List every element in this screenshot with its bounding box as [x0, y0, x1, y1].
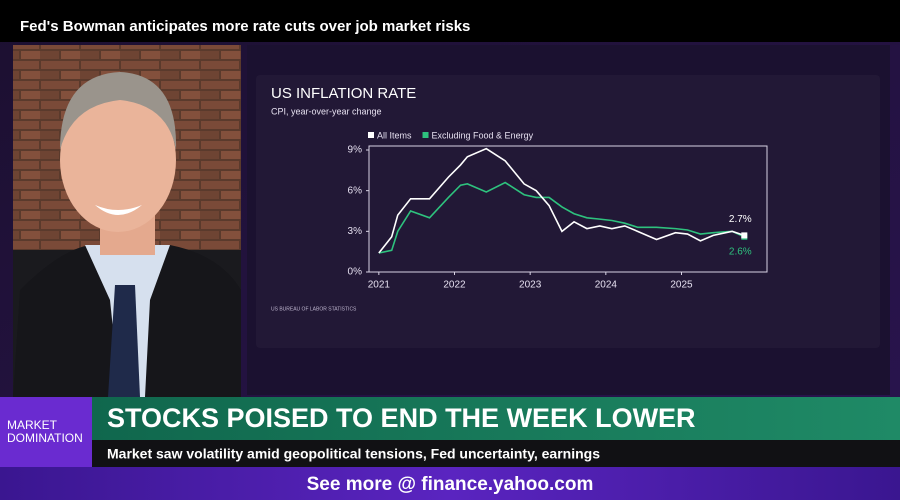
x-tick-label: 2023 — [519, 280, 542, 291]
y-tick-label: 9% — [348, 145, 363, 156]
video-feed — [13, 45, 241, 397]
end-label: 2.7% — [729, 214, 752, 225]
series-line — [378, 147, 745, 254]
top-bar — [0, 0, 900, 42]
footer-link: See more @ finance.yahoo.com — [307, 474, 594, 495]
chart-subtitle: CPI, year-over-year change — [271, 106, 382, 116]
show-name: DOMINATION — [7, 431, 83, 445]
x-tick-label: 2021 — [368, 280, 391, 291]
end-label: 2.6% — [729, 246, 752, 257]
chart-title: US INFLATION RATE — [271, 85, 416, 102]
subheadline: Market saw volatility amid geopolitical … — [107, 446, 600, 462]
y-tick-label: 6% — [348, 185, 363, 196]
series-line — [378, 181, 745, 254]
chart-card — [256, 75, 880, 348]
subheadline-bar — [92, 440, 900, 467]
legend-label: Excluding Food & Energy — [432, 130, 534, 140]
footer-bar — [0, 467, 900, 500]
plot-border — [368, 145, 768, 273]
headline-bar — [92, 397, 900, 440]
legend-swatch — [422, 132, 429, 138]
show-badge — [0, 397, 92, 467]
headline: STOCKS POISED TO END THE WEEK LOWER — [107, 403, 696, 433]
x-tick-label: 2022 — [443, 280, 466, 291]
y-tick-label: 0% — [348, 267, 363, 278]
legend-swatch — [368, 132, 374, 138]
chart-source: US BUREAU OF LABOR STATISTICS — [271, 306, 357, 312]
y-tick-label: 3% — [348, 226, 363, 237]
x-tick-label: 2024 — [595, 280, 618, 291]
legend-label: All Items — [377, 130, 412, 140]
end-marker — [741, 232, 748, 239]
x-tick-label: 2025 — [670, 280, 693, 291]
story-title: Fed's Bowman anticipates more rate cuts … — [20, 18, 470, 35]
show-name: MARKET — [7, 418, 58, 432]
